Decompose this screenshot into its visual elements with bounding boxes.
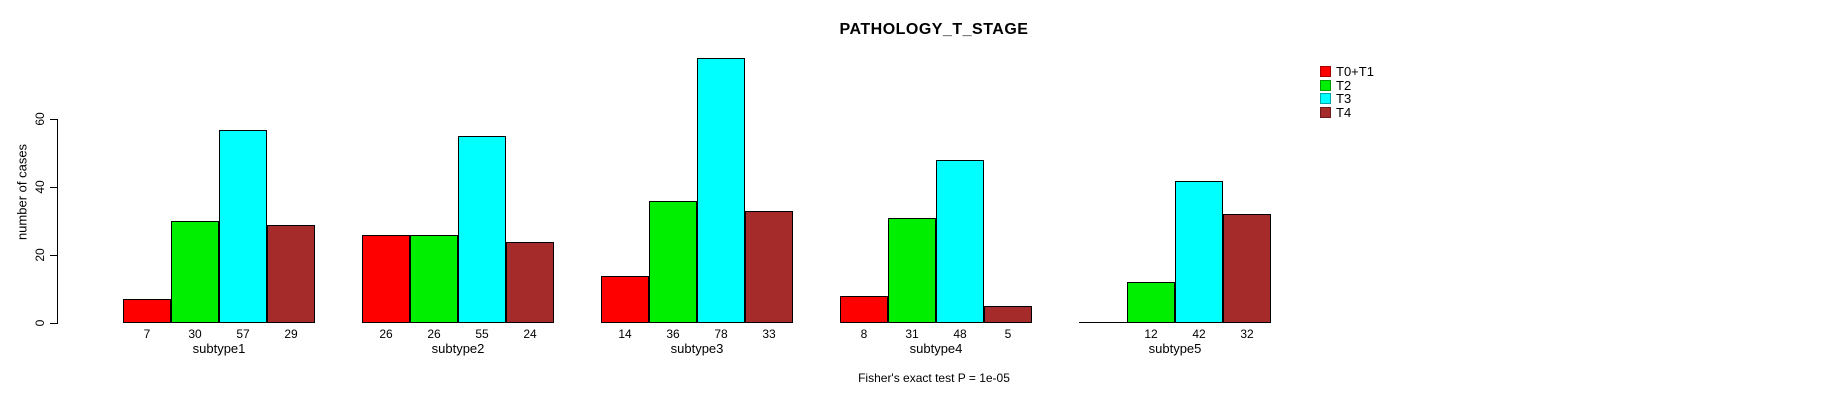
x-category-label-subtype3: subtype3 (670, 341, 724, 356)
legend-label-t3: T3 (1336, 91, 1352, 107)
legend-item-t3: T3 (1320, 92, 1374, 106)
bar-value-label: 55 (475, 327, 489, 341)
bar-subtype3-T2 (649, 200, 697, 323)
bar-value-label: 14 (618, 327, 632, 341)
bar-subtype2-T3 (458, 136, 506, 323)
legend-swatch-t2 (1320, 79, 1331, 91)
legend-swatch-t3 (1320, 93, 1331, 105)
y-axis-line (57, 119, 58, 324)
y-tick-mark (50, 254, 57, 256)
bar-subtype3-T3 (697, 58, 745, 323)
legend-label-t4: T4 (1336, 104, 1352, 120)
y-tick-mark (50, 118, 57, 120)
bar-value-label: 30 (188, 327, 202, 341)
bar-value-label: 7 (143, 327, 151, 341)
legend: T0+T1 T2 T3 T4 (1320, 65, 1374, 119)
bar-subtype5-T3 (1175, 180, 1223, 323)
y-tick-mark (50, 322, 57, 324)
bar-subtype2-T4 (506, 241, 554, 323)
bar-value-label: 12 (1144, 327, 1158, 341)
bar-value-label: 31 (905, 327, 919, 341)
chart-title: PATHOLOGY_T_STAGE (839, 21, 1029, 38)
bar-value-label: 29 (284, 327, 298, 341)
bar-value-label: 42 (1192, 327, 1206, 341)
fisher-test-annotation: Fisher's exact test P = 1e-05 (858, 371, 1010, 385)
bar-subtype1-T2 (171, 221, 219, 323)
bar-value-label: 36 (666, 327, 680, 341)
bar-value-label: 48 (953, 327, 967, 341)
legend-swatch-t0t1 (1320, 66, 1331, 78)
bar-value-label: 8 (860, 327, 868, 341)
bar-subtype3-T4 (745, 211, 793, 323)
bar-subtype4-T2 (888, 217, 936, 323)
bar-value-label: 26 (427, 327, 441, 341)
bar-subtype1-T4 (267, 224, 315, 323)
y-tick-label: 40 (33, 180, 47, 195)
y-axis-label: number of cases (14, 143, 30, 241)
x-category-label-subtype5: subtype5 (1148, 341, 1202, 356)
legend-item-t4: T4 (1320, 106, 1374, 120)
x-category-label-subtype2: subtype2 (431, 341, 485, 356)
bar-subtype4-T4 (984, 306, 1032, 323)
bar-subtype4-T3 (936, 160, 984, 323)
legend-item-t2: T2 (1320, 79, 1374, 93)
bar-subtype4-T0+T1 (840, 295, 888, 323)
y-tick-label: 60 (33, 112, 47, 127)
legend-label-t2: T2 (1336, 77, 1352, 93)
bar-subtype2-T0+T1 (362, 234, 410, 323)
y-tick-mark (50, 186, 57, 188)
bar-value-label: 33 (762, 327, 776, 341)
y-tick-label: 20 (33, 248, 47, 262)
bar-value-label: 57 (236, 327, 250, 341)
bar-value-label: 5 (1004, 327, 1012, 341)
x-category-label-subtype4: subtype4 (909, 341, 963, 356)
x-category-label-subtype1: subtype1 (192, 341, 246, 356)
bar-subtype5-T2 (1127, 282, 1175, 323)
bar-subtype1-T3 (219, 129, 267, 323)
bar-subtype1-T0+T1 (123, 299, 171, 323)
bar-value-label: 24 (523, 327, 537, 341)
legend-swatch-t4 (1320, 106, 1331, 118)
bar-subtype5-T0+T1 (1079, 322, 1127, 323)
y-tick-label: 0 (33, 319, 47, 327)
legend-label-t0t1: T0+T1 (1336, 64, 1374, 80)
bar-value-label: 78 (714, 327, 728, 341)
bar-subtype5-T4 (1223, 214, 1271, 323)
bar-subtype3-T0+T1 (601, 275, 649, 323)
bar-subtype2-T2 (410, 234, 458, 323)
bar-value-label: 32 (1240, 327, 1254, 341)
bar-value-label: 26 (379, 327, 393, 341)
legend-item-t0t1: T0+T1 (1320, 65, 1374, 79)
